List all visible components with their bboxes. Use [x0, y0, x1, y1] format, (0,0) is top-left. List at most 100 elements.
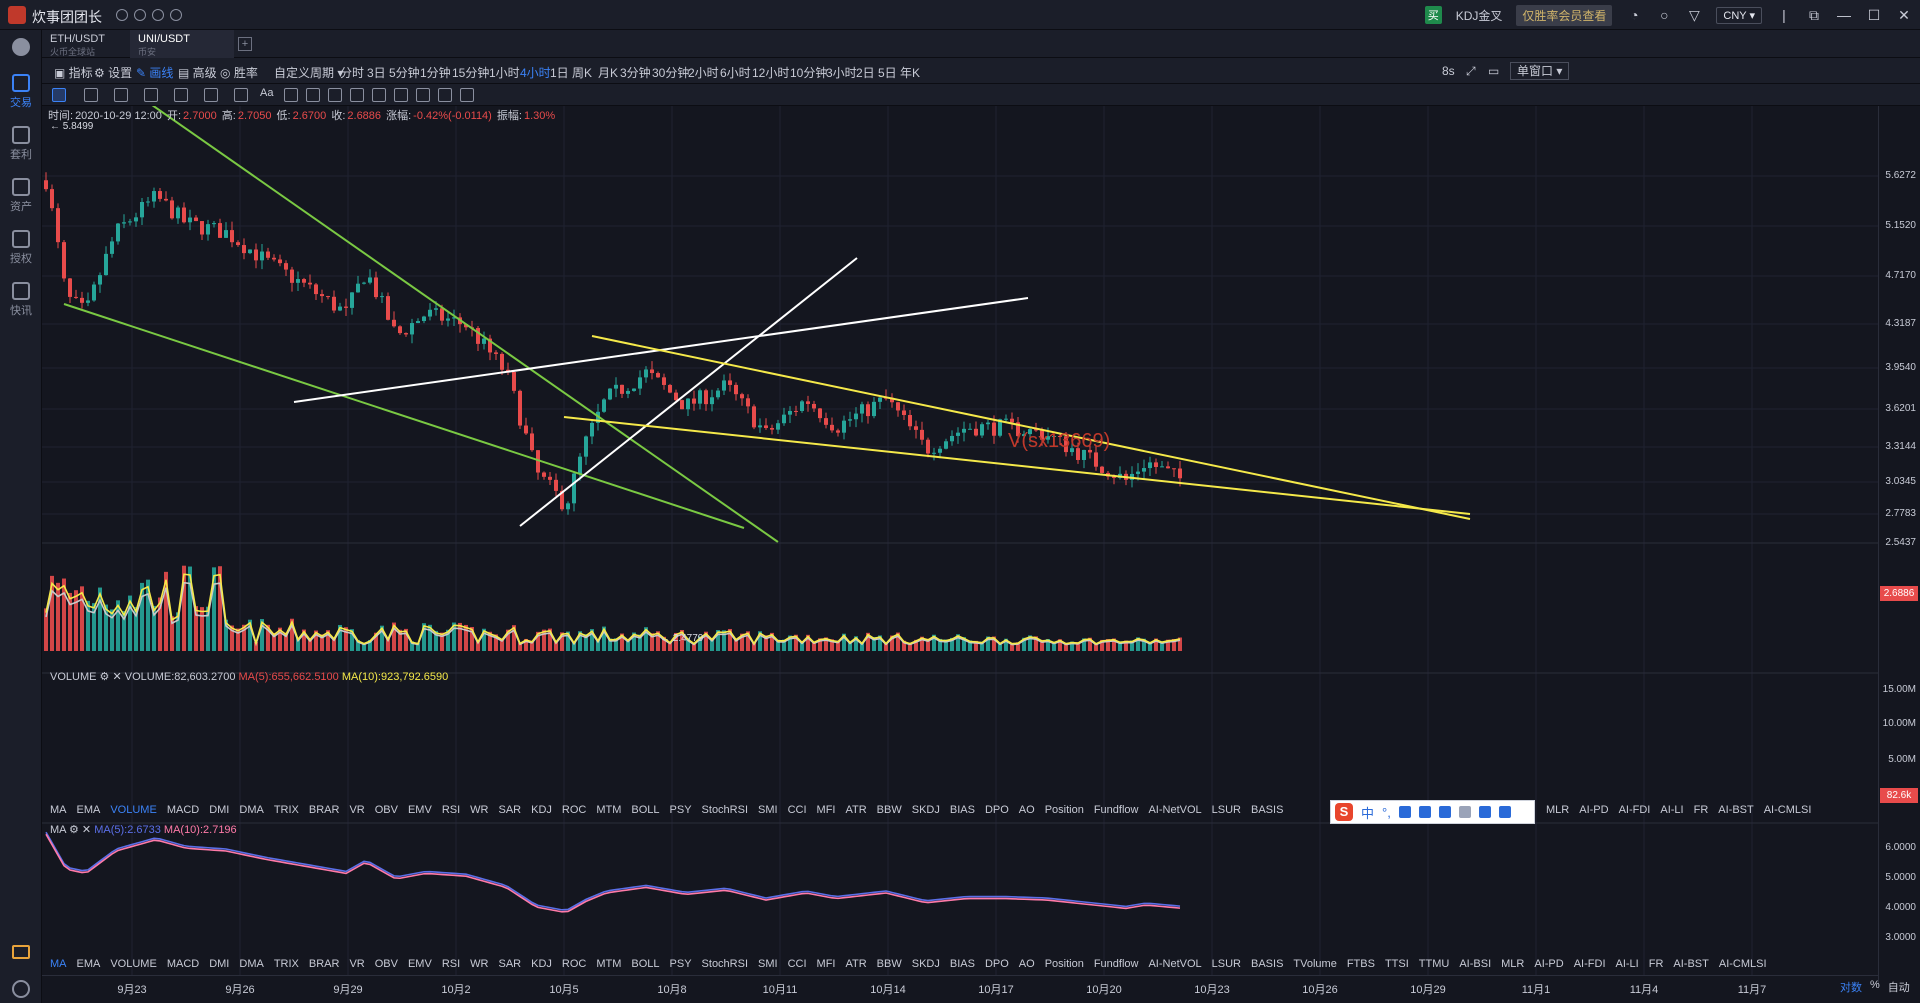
- indicator-tab-dmi[interactable]: DMI: [209, 804, 230, 816]
- copy-tool-icon[interactable]: [394, 88, 408, 102]
- indicator-tab-emv[interactable]: EMV: [407, 804, 432, 816]
- timeframe-2[interactable]: 5分钟: [389, 66, 420, 80]
- maximize-icon[interactable]: ☐: [1867, 7, 1881, 23]
- indicator-tab-dpo[interactable]: DPO: [984, 804, 1009, 816]
- indicator-tab-roc[interactable]: ROC: [561, 958, 587, 970]
- indicator-tab-fr[interactable]: FR: [1648, 958, 1664, 970]
- indicator-tab-bbw[interactable]: BBW: [876, 804, 902, 816]
- timeframe-19[interactable]: 年K: [900, 66, 921, 80]
- timeframe-7[interactable]: 1日: [550, 66, 569, 80]
- indicator-tab-fundflow[interactable]: Fundflow: [1093, 804, 1139, 816]
- currency-select[interactable]: CNY ▾: [1716, 6, 1762, 24]
- indicator-tab-wr[interactable]: WR: [470, 958, 489, 970]
- ime-punct-toggle[interactable]: °,: [1382, 804, 1391, 820]
- indicator-tab-ai-bst[interactable]: AI-BST: [1718, 804, 1754, 816]
- sidebar-item-news[interactable]: 快讯: [0, 282, 42, 318]
- indicator-tab-ao[interactable]: AO: [1018, 958, 1035, 970]
- indicator-tab-kdj[interactable]: KDJ: [531, 804, 552, 816]
- ime-apps-icon[interactable]: [1498, 806, 1511, 818]
- indicator-tab-ai-netvol[interactable]: AI-NetVOL: [1148, 958, 1202, 970]
- indicator-tab-mtm[interactable]: MTM: [596, 804, 622, 816]
- indicator-tab-fundflow[interactable]: Fundflow: [1093, 958, 1139, 970]
- sidebar-item-auth[interactable]: 授权: [0, 230, 42, 266]
- popout-icon[interactable]: ⧉: [1809, 7, 1819, 23]
- indicator-tab-ao[interactable]: AO: [1018, 804, 1035, 816]
- timeframe-18[interactable]: 5日: [878, 66, 897, 80]
- indicator-tab-cci[interactable]: CCI: [787, 958, 807, 970]
- add-tab-button[interactable]: +: [238, 37, 252, 51]
- indicator-button[interactable]: ▣ 指标: [54, 66, 93, 80]
- brush-tool-icon[interactable]: [284, 88, 298, 102]
- chart-canvas[interactable]: [42, 106, 1878, 975]
- timeframe-3[interactable]: 1分钟: [420, 66, 451, 80]
- indicator-tab-trix[interactable]: TRIX: [273, 804, 299, 816]
- indicator-tab-position[interactable]: Position: [1044, 804, 1084, 816]
- indicator-tab-basis[interactable]: BASIS: [1251, 804, 1284, 816]
- indicator-tab-bias[interactable]: BIAS: [949, 958, 975, 970]
- close-icon[interactable]: ✕: [112, 671, 122, 683]
- timeframe-15[interactable]: 10分钟: [790, 66, 828, 80]
- settings-icon[interactable]: ⚙: [99, 671, 110, 683]
- indicator-tab-ai-fdi[interactable]: AI-FDI: [1573, 958, 1606, 970]
- minimize-icon[interactable]: —: [1837, 7, 1851, 23]
- indicator-tab-ai-bst[interactable]: AI-BST: [1673, 958, 1709, 970]
- settings-dot-icon[interactable]: [116, 9, 128, 21]
- winrate-button[interactable]: ◎ 胜率: [220, 66, 258, 80]
- indicator-tab-volume[interactable]: VOLUME: [110, 958, 157, 970]
- indicator-tab-mlr[interactable]: MLR: [1501, 958, 1525, 970]
- indicator-tab-ai-pd[interactable]: AI-PD: [1534, 958, 1564, 970]
- layer-tool-icon[interactable]: [416, 88, 430, 102]
- indicator-tab-bias[interactable]: BIAS: [949, 804, 975, 816]
- indicator-tab-obv[interactable]: OBV: [374, 958, 398, 970]
- indicator-tab-tvolume[interactable]: TVolume: [1293, 958, 1337, 970]
- timeframe-17[interactable]: 2日: [856, 66, 875, 80]
- indicator-tab-mfi[interactable]: MFI: [816, 958, 836, 970]
- ime-toolbar[interactable]: S 中 °,: [1330, 800, 1535, 824]
- kdj-label[interactable]: KDJ金叉: [1455, 8, 1503, 23]
- indicator-tab-brar[interactable]: BRAR: [308, 958, 340, 970]
- indicator-tab-vr[interactable]: VR: [349, 804, 365, 816]
- indicator-tab-emv[interactable]: EMV: [407, 958, 432, 970]
- advanced-button[interactable]: ▤ 高级: [178, 66, 217, 80]
- indicator-tab-fr[interactable]: FR: [1693, 804, 1709, 816]
- indicator-tab-ai-fdi[interactable]: AI-FDI: [1618, 804, 1651, 816]
- indicator-tab-trix[interactable]: TRIX: [273, 958, 299, 970]
- indicator-tab-lsur[interactable]: LSUR: [1211, 804, 1241, 816]
- indicator-tab-stochrsi[interactable]: StochRSI: [701, 804, 749, 816]
- indicator-tab-ai-bsi[interactable]: AI-BSI: [1459, 958, 1492, 970]
- search-icon[interactable]: ○: [1660, 7, 1669, 23]
- sidebar-item-trade[interactable]: 交易: [0, 74, 42, 110]
- indicator-tab-mfi[interactable]: MFI: [816, 804, 836, 816]
- indicator-tab-wr[interactable]: WR: [470, 804, 489, 816]
- indicator-tab-ai-pd[interactable]: AI-PD: [1579, 804, 1609, 816]
- wave-tool-icon[interactable]: [204, 88, 218, 102]
- ime-mic-icon[interactable]: [1418, 806, 1431, 818]
- indicator-tab-ai-netvol[interactable]: AI-NetVOL: [1148, 804, 1202, 816]
- timeframe-6[interactable]: 4小时: [520, 66, 551, 80]
- fib-tool-icon[interactable]: [174, 88, 188, 102]
- percent-scale-button[interactable]: %: [1870, 979, 1880, 991]
- indicator-tab-boll[interactable]: BOLL: [631, 958, 660, 970]
- indicator-tab-psy[interactable]: PSY: [669, 958, 692, 970]
- indicator-tab-ma[interactable]: MA: [50, 958, 67, 970]
- ime-skin-icon[interactable]: [1478, 806, 1491, 818]
- timeframe-8[interactable]: 周K: [572, 66, 593, 80]
- sidebar-item-arbitrage[interactable]: 套利: [0, 126, 42, 162]
- settings-icon[interactable]: [12, 980, 30, 998]
- indicator-tab-vr[interactable]: VR: [349, 958, 365, 970]
- time-axis[interactable]: 9月23 9月26 9月29 10月2 10月5 10月8 10月11 10月14 10月17 1…: [42, 975, 1878, 1003]
- timeframe-1[interactable]: 3日: [367, 66, 386, 80]
- ime-lang-toggle[interactable]: 中: [1361, 805, 1375, 821]
- indicator-tab-sar[interactable]: SAR: [498, 958, 522, 970]
- indicator-tab-ai-li[interactable]: AI-LI: [1660, 804, 1684, 816]
- auto-scale-button[interactable]: 自动: [1887, 982, 1910, 994]
- indicator-tab-smi[interactable]: SMI: [758, 804, 778, 816]
- indicator-tab-ttsi[interactable]: TTSI: [1384, 958, 1409, 970]
- indicator-tab-rsi[interactable]: RSI: [441, 958, 461, 970]
- indicator-tab-lsur[interactable]: LSUR: [1211, 958, 1241, 970]
- ime-keyboard-icon[interactable]: [1438, 806, 1451, 818]
- delete-tool-icon[interactable]: [460, 88, 474, 102]
- indicator-tab-ftbs[interactable]: FTBS: [1346, 958, 1375, 970]
- indicator-tab-macd[interactable]: MACD: [166, 804, 200, 816]
- indicator-tab-ai-cmlsi[interactable]: AI-CMLSI: [1718, 958, 1767, 970]
